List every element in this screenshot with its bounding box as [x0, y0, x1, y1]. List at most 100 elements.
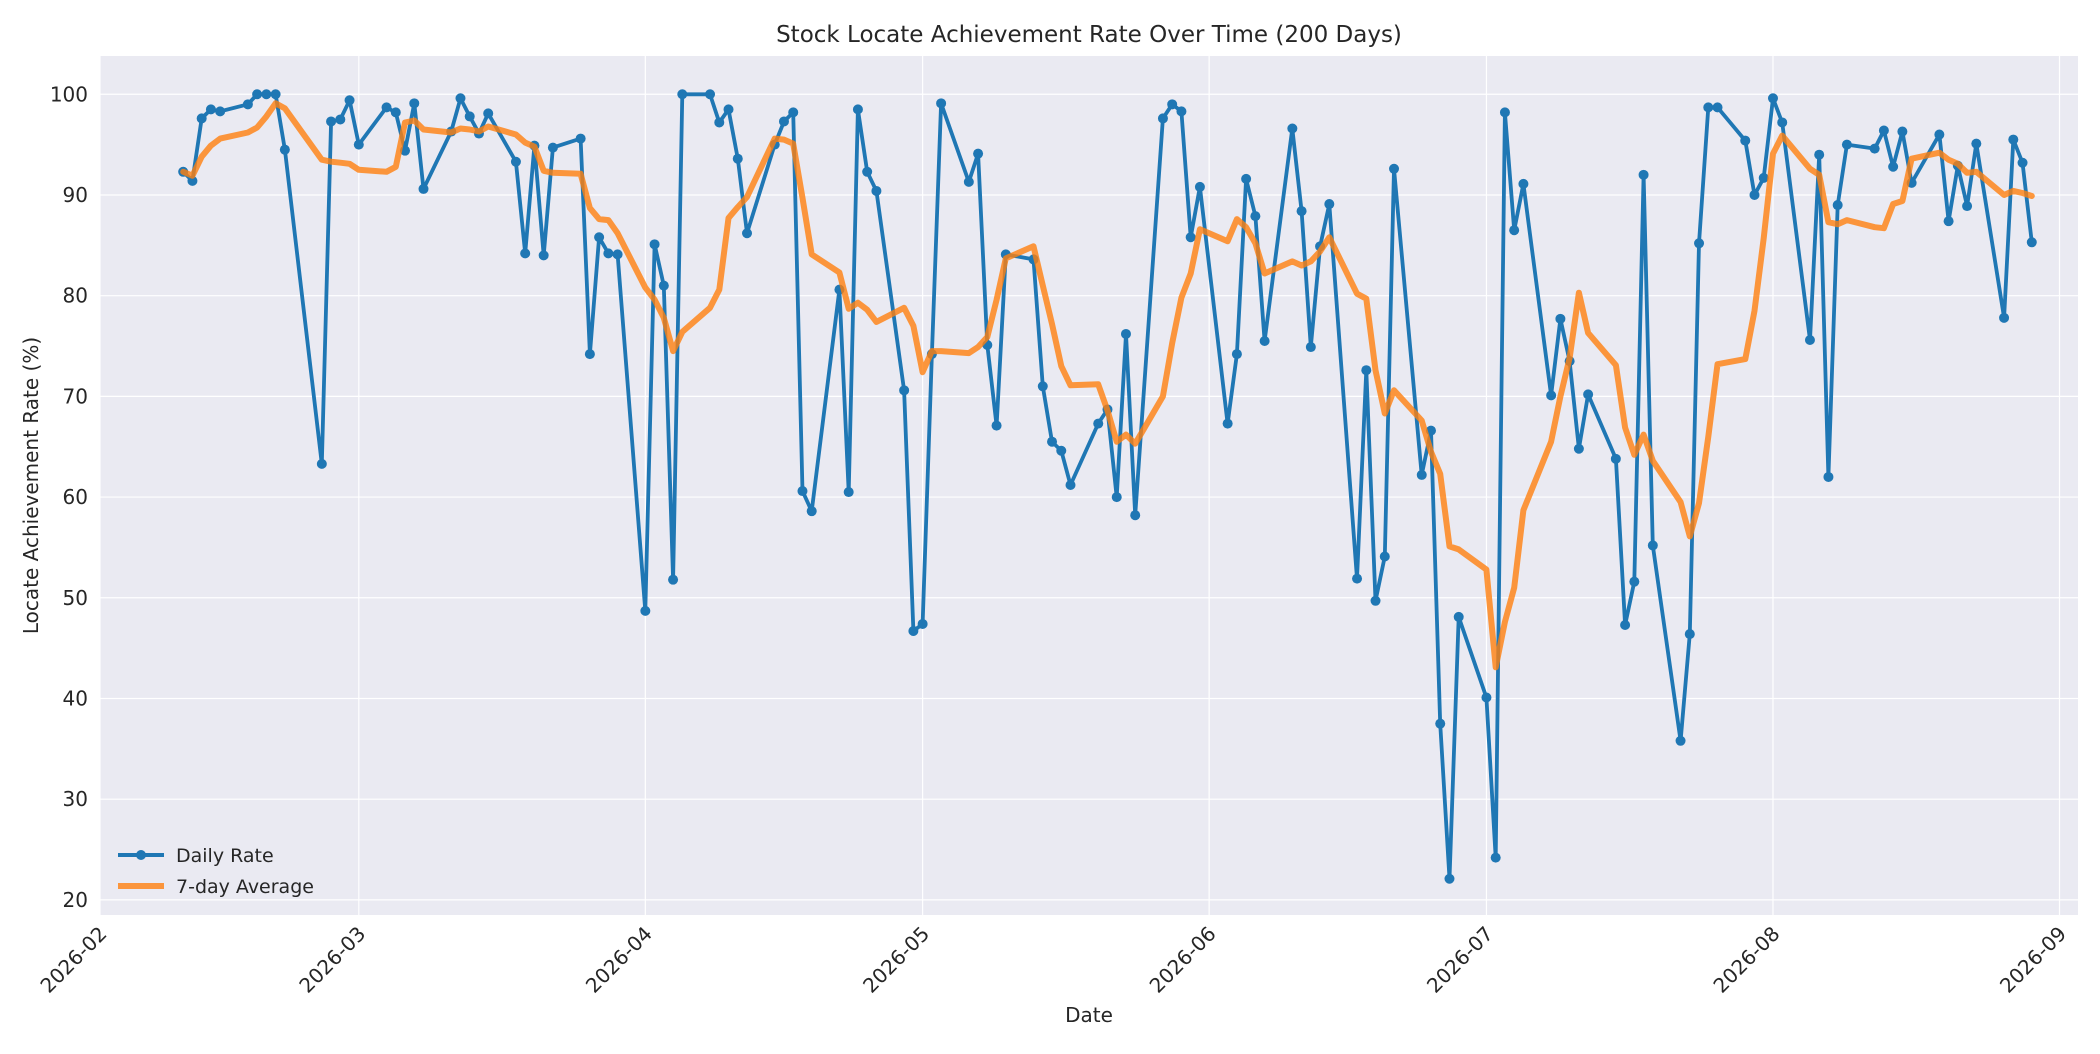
data-point-daily-rate	[1352, 573, 1363, 584]
data-point-daily-rate	[1888, 161, 1899, 172]
data-point-daily-rate	[547, 142, 558, 153]
data-point-daily-rate	[1638, 169, 1649, 180]
data-point-daily-rate	[261, 89, 272, 100]
data-point-daily-rate	[242, 99, 253, 110]
series-layer	[178, 89, 2037, 884]
data-point-daily-rate	[649, 239, 660, 250]
y-tick-label: 50	[63, 586, 88, 610]
data-point-daily-rate	[1120, 328, 1131, 339]
data-point-daily-rate	[510, 156, 521, 167]
data-point-daily-rate	[1416, 469, 1427, 480]
data-point-daily-rate	[279, 144, 290, 155]
data-point-daily-rate	[2008, 134, 2019, 145]
data-point-daily-rate	[1573, 443, 1584, 454]
data-point-daily-rate	[871, 185, 882, 196]
data-point-daily-rate	[742, 228, 753, 239]
data-point-daily-rate	[603, 248, 614, 259]
data-point-daily-rate	[205, 104, 216, 115]
data-point-daily-rate	[1056, 445, 1067, 456]
data-point-daily-rate	[1065, 479, 1076, 490]
data-point-daily-rate	[1971, 138, 1982, 149]
data-point-daily-rate	[1647, 540, 1658, 551]
data-point-daily-rate	[1684, 629, 1695, 640]
data-point-daily-rate	[1176, 106, 1187, 117]
data-point-daily-rate	[1999, 312, 2010, 323]
data-point-daily-rate	[1703, 102, 1714, 113]
data-point-daily-rate	[677, 89, 688, 100]
data-point-daily-rate	[390, 107, 401, 118]
data-point-daily-rate	[714, 117, 725, 128]
data-point-daily-rate	[344, 95, 355, 106]
data-point-daily-rate	[723, 104, 734, 115]
data-point-daily-rate	[215, 106, 226, 117]
data-point-daily-rate	[464, 111, 475, 122]
data-point-daily-rate	[1740, 135, 1751, 146]
data-point-daily-rate	[1389, 163, 1400, 174]
x-axis-label: Date	[1065, 1003, 1113, 1027]
data-point-daily-rate	[1832, 200, 1843, 211]
data-point-daily-rate	[1324, 199, 1335, 210]
data-point-daily-rate	[1167, 99, 1178, 110]
data-point-daily-rate	[270, 89, 281, 100]
data-point-daily-rate	[908, 626, 919, 637]
data-point-daily-rate	[612, 249, 623, 260]
data-point-daily-rate	[1130, 510, 1141, 521]
chart-title: Stock Locate Achievement Rate Over Time …	[776, 22, 1402, 48]
data-point-daily-rate	[788, 107, 799, 118]
data-point-daily-rate	[936, 98, 947, 109]
data-point-daily-rate	[1481, 692, 1492, 703]
data-point-daily-rate	[1943, 216, 1954, 227]
y-tick-label: 20	[63, 888, 88, 912]
data-point-daily-rate	[1490, 852, 1501, 863]
data-point-daily-rate	[1555, 313, 1566, 324]
data-point-daily-rate	[455, 93, 466, 104]
data-point-daily-rate	[353, 139, 364, 150]
data-point-daily-rate	[1259, 335, 1270, 346]
data-point-daily-rate	[852, 104, 863, 115]
data-point-daily-rate	[843, 487, 854, 498]
y-tick-label: 70	[63, 384, 88, 408]
data-point-daily-rate	[1185, 232, 1196, 243]
data-point-daily-rate	[187, 175, 198, 186]
data-point-daily-rate	[1804, 334, 1815, 345]
y-tick-label: 60	[63, 485, 88, 509]
data-point-daily-rate	[584, 349, 595, 360]
data-point-daily-rate	[1157, 113, 1168, 124]
data-point-daily-rate	[575, 133, 586, 144]
grid-layer	[99, 56, 2078, 915]
data-point-daily-rate	[658, 280, 669, 291]
y-tick-label: 80	[63, 284, 88, 308]
data-point-daily-rate	[1767, 93, 1778, 104]
series-line-7-day-average	[180, 100, 2035, 671]
data-point-daily-rate	[1370, 595, 1381, 606]
y-tick-label: 100	[50, 82, 88, 106]
data-point-daily-rate	[1675, 735, 1686, 746]
data-point-daily-rate	[1962, 201, 1973, 212]
data-point-daily-rate	[1287, 123, 1298, 134]
data-point-daily-rate	[418, 183, 429, 194]
data-point-daily-rate	[1435, 718, 1446, 729]
data-point-daily-rate	[2017, 157, 2028, 168]
plot-area	[100, 56, 2078, 915]
legend: Daily Rate 7-day Average	[118, 845, 314, 898]
data-point-daily-rate	[1878, 125, 1889, 136]
data-point-daily-rate	[1361, 365, 1372, 376]
data-point-daily-rate	[1518, 178, 1529, 189]
data-point-daily-rate	[1379, 551, 1390, 562]
y-tick-label: 90	[63, 183, 88, 207]
data-point-daily-rate	[732, 153, 743, 164]
data-point-daily-rate	[899, 385, 910, 396]
data-point-daily-rate	[1499, 107, 1510, 118]
legend-label-7-day-average: 7-day Average	[176, 876, 314, 898]
data-point-daily-rate	[1194, 181, 1205, 192]
data-point-daily-rate	[520, 248, 531, 259]
y-axis-label: Locate Achievement Rate (%)	[19, 337, 43, 634]
data-point-daily-rate	[1546, 390, 1557, 401]
data-point-daily-rate	[1758, 172, 1769, 183]
data-point-daily-rate	[1749, 189, 1760, 200]
data-point-daily-rate	[917, 618, 928, 629]
data-point-daily-rate	[797, 486, 808, 497]
data-point-daily-rate	[483, 108, 494, 119]
